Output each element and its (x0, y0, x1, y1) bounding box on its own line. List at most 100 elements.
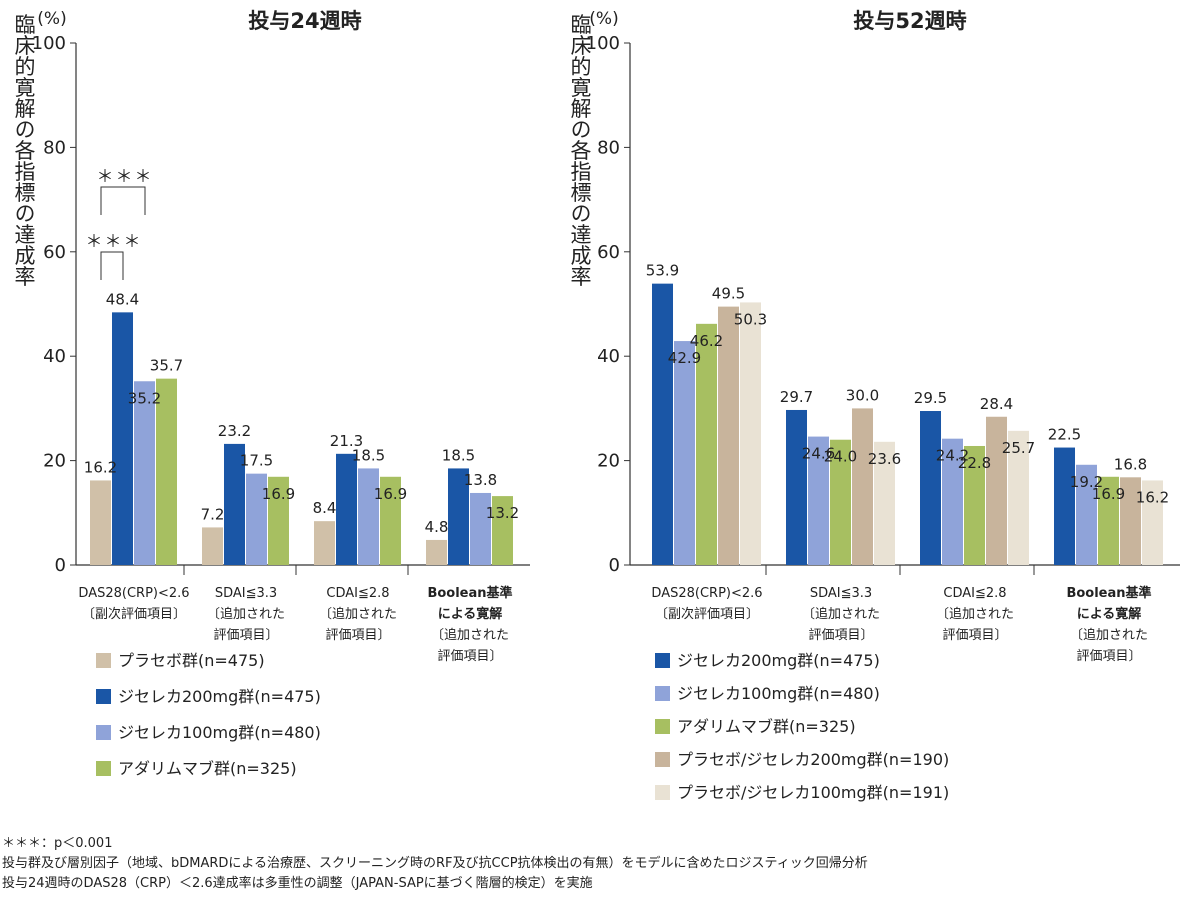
y-axis-label: 臨床的寛解の各指標の達成率 (568, 14, 592, 287)
bar (112, 312, 133, 565)
bar (808, 436, 829, 565)
data-label: 24.0 (824, 448, 857, 466)
bar (358, 468, 379, 565)
bar (852, 408, 873, 565)
category-label: 〔追加された (936, 606, 1014, 622)
bar (986, 416, 1007, 565)
legend-label: プラセボ/ジセレカ100mg群(n=191) (677, 783, 949, 802)
y-tick-label: 20 (43, 451, 66, 472)
bar (1008, 430, 1029, 565)
legend-label: ジセレカ100mg群(n=480) (677, 684, 880, 703)
y-tick-label: 20 (597, 451, 620, 472)
legend-label: アダリムマブ群(n=325) (677, 717, 856, 736)
legend-swatch (655, 785, 670, 800)
bar (90, 480, 111, 565)
y-tick-label: 100 (586, 33, 620, 54)
data-label: 16.9 (262, 485, 295, 503)
data-label: 16.8 (1114, 455, 1147, 473)
bar (786, 409, 807, 565)
bar (874, 441, 895, 565)
legend-swatch (655, 719, 670, 734)
data-label: 24.2 (936, 447, 969, 465)
data-label: 29.5 (914, 389, 947, 407)
footnotes: ＊＊＊：p＜0.001 投与群及び層別因子（地域、bDMARDによる治療歴、スク… (2, 834, 1192, 894)
legend-label: プラセボ/ジセレカ200mg群(n=190) (677, 750, 949, 769)
bar (696, 323, 717, 565)
y-tick-label: 40 (597, 346, 620, 367)
bar (1054, 447, 1075, 565)
legend-label: ジセレカ100mg群(n=480) (118, 723, 321, 742)
category-label: SDAI≦3.3 (215, 586, 277, 601)
bar (652, 283, 673, 565)
data-label: 16.9 (1092, 485, 1125, 503)
significance-label: ＊＊＊ (97, 167, 154, 187)
footnote-analysis-method: 投与群及び層別因子（地域、bDMARDによる治療歴、スクリーニング時のRF及び抗… (2, 856, 868, 871)
bar (426, 539, 447, 565)
y-tick-label: 40 (43, 346, 66, 367)
y-unit-label: (%) (37, 9, 66, 29)
bar (674, 341, 695, 565)
data-label: 13.2 (486, 504, 519, 522)
y-axis-label: 臨床的寛解の各指標の達成率 (12, 14, 36, 287)
data-label: 22.8 (958, 454, 991, 472)
data-label: 35.2 (128, 389, 161, 407)
bar (314, 521, 335, 565)
bar (380, 476, 401, 565)
data-label: 21.3 (330, 432, 363, 450)
data-label: 23.6 (868, 450, 901, 468)
bar (134, 381, 155, 565)
legend-swatch (96, 725, 111, 740)
chart-title: 投与24週時 (248, 9, 361, 33)
bar (1076, 464, 1097, 565)
bar (920, 411, 941, 565)
y-tick-label: 80 (43, 137, 66, 158)
legend-swatch (655, 686, 670, 701)
category-label: 評価項目〕 (808, 628, 873, 643)
data-label: 49.5 (712, 285, 745, 303)
legend-swatch (96, 761, 111, 776)
bar (246, 473, 267, 565)
y-tick-label: 60 (597, 242, 620, 263)
bar (336, 453, 357, 565)
y-tick-label: 60 (43, 242, 66, 263)
significance-bracket (100, 186, 146, 215)
data-label: 53.9 (646, 262, 679, 280)
bar (718, 306, 739, 565)
bar (830, 439, 851, 565)
bar (1098, 476, 1119, 565)
category-label: 〔追加された (319, 606, 397, 622)
category-label: 評価項目〕 (325, 628, 390, 643)
category-label: 〔副次評価項目〕 (82, 606, 186, 622)
legend-swatch (96, 653, 111, 668)
legend-swatch (96, 689, 111, 704)
data-label: 29.7 (780, 388, 813, 406)
data-label: 24.6 (802, 445, 835, 463)
data-label: 8.4 (313, 499, 337, 517)
category-label: Boolean基準 (427, 585, 512, 601)
data-label: 16.2 (84, 458, 117, 476)
legend-label: ジセレカ200mg群(n=475) (677, 651, 880, 670)
legend-label: プラセボ群(n=475) (118, 651, 265, 670)
bar (448, 468, 469, 565)
bar (470, 492, 491, 565)
bar (740, 302, 761, 565)
category-label: CDAI≦2.8 (326, 586, 389, 601)
data-label: 35.7 (150, 357, 183, 375)
category-label: 評価項目〕 (213, 628, 278, 643)
category-label: 〔追加された (207, 606, 285, 622)
data-label: 19.2 (1070, 473, 1103, 491)
data-label: 42.9 (668, 349, 701, 367)
category-label: Boolean基準 (1066, 585, 1151, 601)
category-label: 〔追加された (802, 606, 880, 622)
bar (202, 527, 223, 565)
data-label: 16.9 (374, 485, 407, 503)
bar (942, 438, 963, 565)
data-label: 16.2 (1136, 488, 1169, 506)
y-tick-label: 0 (55, 555, 66, 576)
category-label: 〔追加された (1070, 627, 1148, 643)
data-label: 50.3 (734, 310, 767, 328)
bar (492, 496, 513, 565)
category-label: 評価項目〕 (1076, 649, 1141, 664)
category-label: CDAI≦2.8 (943, 586, 1006, 601)
legend-label: ジセレカ200mg群(n=475) (118, 687, 321, 706)
